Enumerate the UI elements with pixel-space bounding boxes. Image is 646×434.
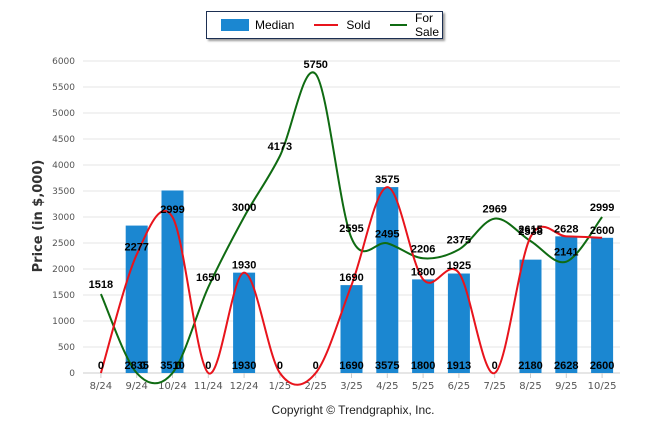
- copyright-footer: Copyright © Trendgraphix, Inc.: [0, 403, 646, 417]
- for-sale-data-label: 2206: [411, 243, 435, 255]
- y-tick-label: 1000: [52, 317, 75, 327]
- for-sale-data-label: 2375: [447, 235, 471, 247]
- for-sale-data-label: 1650: [196, 272, 220, 284]
- sold-data-label: 1925: [447, 260, 471, 272]
- median-data-label: 0: [277, 360, 283, 372]
- for-sale-data-label: 2999: [590, 202, 614, 214]
- y-axis-ticks: 0 500 1000 1500 2000 2500 3000 3500 4000 4500 5000…: [52, 57, 75, 379]
- median-bar: [447, 273, 470, 373]
- median-bar: [412, 279, 435, 373]
- y-tick-label: 4000: [52, 161, 75, 171]
- median-bar: [340, 285, 363, 373]
- median-data-label: 2180: [518, 360, 542, 372]
- median-data-label: 2628: [554, 360, 578, 372]
- sold-data-label: 2615: [518, 224, 542, 236]
- sold-data-label: 3575: [375, 174, 399, 186]
- median-bars: [125, 187, 614, 373]
- sold-data-label: 1930: [232, 260, 256, 272]
- for-sale-data-label: 2595: [339, 223, 363, 235]
- y-tick-label: 6000: [52, 57, 75, 67]
- legend: Median Sold For Sale: [206, 11, 443, 39]
- median-data-label: 3575: [375, 360, 399, 372]
- x-tick-label: 9/25: [555, 381, 577, 392]
- for-sale-data-label: 4173: [268, 141, 292, 153]
- median-data-label: 1913: [447, 360, 471, 372]
- legend-item-median[interactable]: Median: [215, 18, 294, 32]
- y-tick-label: 4500: [52, 135, 75, 145]
- x-tick-label: 8/24: [90, 381, 112, 392]
- y-tick-label: 3000: [52, 213, 75, 223]
- copyright-text: Copyright © Trendgraphix, Inc.: [271, 403, 435, 417]
- sold-data-label: 2600: [590, 225, 614, 237]
- median-data-label: 0: [492, 360, 498, 372]
- series-lines: [99, 71, 603, 386]
- for-sale-data-label: 5750: [303, 59, 327, 71]
- median-data-label: 2835: [124, 360, 148, 372]
- x-tick-label: 2/25: [304, 381, 326, 392]
- legend-label-median: Median: [255, 18, 295, 32]
- x-tick-label: 4/25: [376, 381, 398, 392]
- x-tick-label: 8/25: [519, 381, 541, 392]
- sold-data-label: 2628: [554, 223, 578, 235]
- legend-label-for-sale: For Sale: [415, 11, 440, 39]
- median-data-label: 1800: [411, 360, 435, 372]
- sold-data-label: 1690: [339, 272, 363, 284]
- median-data-label: 1930: [232, 360, 256, 372]
- median-bar: [233, 272, 256, 373]
- y-tick-label: 2000: [52, 265, 75, 275]
- y-tick-label: 3500: [52, 187, 75, 197]
- median-swatch: [221, 19, 249, 31]
- sold-line: [99, 186, 603, 386]
- for-sale-data-label: 2495: [375, 228, 399, 240]
- y-tick-label: 5000: [52, 109, 75, 119]
- median-data-label: 1690: [339, 360, 363, 372]
- sold-swatch: [314, 24, 339, 26]
- for-sale-data-label: 3000: [232, 202, 256, 214]
- median-data-label: 3510: [160, 360, 184, 372]
- x-tick-label: 1/25: [269, 381, 291, 392]
- for-sale-line: [99, 71, 603, 385]
- median-bar: [555, 236, 578, 373]
- median-data-label: 0: [313, 360, 319, 372]
- median-bar: [376, 187, 399, 373]
- x-tick-label: 5/25: [412, 381, 434, 392]
- x-tick-label: 11/24: [194, 381, 223, 392]
- x-tick-label: 9/24: [125, 381, 147, 392]
- x-tick-label: 12/24: [230, 381, 259, 392]
- median-bar: [591, 237, 614, 373]
- legend-label-sold: Sold: [346, 18, 371, 32]
- y-tick-label: 2500: [52, 239, 75, 249]
- legend-item-sold[interactable]: Sold: [302, 18, 370, 32]
- for-sale-swatch: [390, 24, 407, 26]
- for-sale-data-label: 0: [175, 360, 181, 372]
- median-data-label: 0: [98, 360, 104, 372]
- sold-data-label: 1800: [411, 266, 435, 278]
- x-tick-label: 7/25: [483, 381, 505, 392]
- x-tick-label: 3/25: [340, 381, 362, 392]
- for-sale-data-label: 0: [140, 360, 146, 372]
- for-sale-data-label: 2538: [518, 226, 542, 238]
- y-tick-label: 5500: [52, 83, 75, 93]
- x-tick-label: 10/24: [158, 381, 187, 392]
- legend-item-for-sale[interactable]: For Sale: [378, 11, 446, 39]
- y-tick-label: 1500: [52, 291, 75, 301]
- median-data-label: 2600: [590, 360, 614, 372]
- y-tick-label: 0: [69, 369, 75, 379]
- median-bar: [125, 225, 148, 373]
- for-sale-data-label: 2141: [554, 247, 578, 259]
- for-sale-data-label: 1518: [89, 279, 113, 291]
- y-tick-label: 500: [58, 343, 75, 353]
- x-tick-label: 6/25: [448, 381, 470, 392]
- x-tick-label: 10/25: [588, 381, 617, 392]
- y-axis-label: Price (in $,000): [31, 160, 46, 273]
- sold-data-label: 2277: [124, 242, 148, 254]
- sold-data-label: 2999: [160, 204, 184, 216]
- median-data-label: 0: [205, 360, 211, 372]
- data-labels: 0 2835 3510 0 1930 0 0 1690 3575 1800 1913 0 2180 262…: [89, 59, 615, 372]
- for-sale-data-label: 2969: [482, 204, 506, 216]
- x-axis: 8/24 9/24 10/24 11/24 12/24 1/25 2/25 3/25 4/25 5…: [83, 372, 620, 392]
- median-bar: [519, 259, 542, 373]
